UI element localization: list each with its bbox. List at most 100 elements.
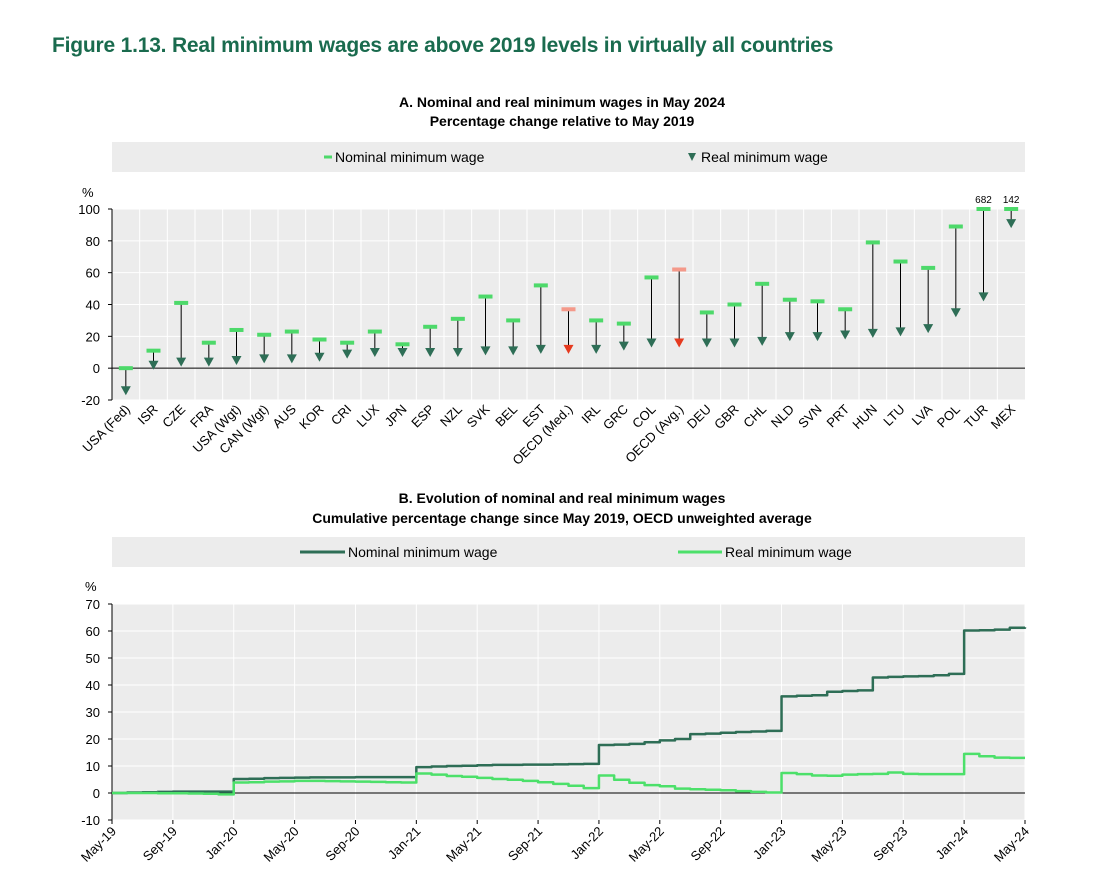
x-tick-label: Jan-24 (933, 824, 972, 863)
real-marker (757, 336, 768, 346)
real-marker (452, 348, 463, 358)
y-tick-label: 20 (86, 732, 100, 747)
real-marker (342, 349, 353, 359)
legend-b-nominal-label: Nominal minimum wage (348, 544, 498, 560)
y-tick-label: 60 (86, 266, 100, 281)
y-tick-label: 30 (86, 705, 100, 720)
real-marker (148, 360, 159, 370)
real-marker (480, 346, 491, 356)
x-tick-label: Sep-22 (688, 824, 728, 864)
real-marker (618, 341, 629, 351)
real-marker (674, 338, 685, 348)
real-marker (978, 292, 989, 302)
x-tick-label: USA (Fed) (79, 402, 133, 456)
y-tick-label: 80 (86, 234, 100, 249)
legend-real-label: Real minimum wage (701, 149, 828, 165)
panel-b-ylabel: % (85, 579, 97, 594)
panel-a: A. Nominal and real minimum wages in May… (78, 94, 1025, 468)
x-tick-label: GBR (711, 402, 742, 433)
x-tick-label: PRT (823, 401, 852, 430)
y-tick-label: 40 (86, 298, 100, 313)
legend-b-real-label: Real minimum wage (725, 544, 852, 560)
panel-a-title: A. Nominal and real minimum wages in May… (399, 94, 725, 110)
x-tick-label: May-19 (78, 824, 119, 865)
real-marker (701, 338, 712, 348)
x-tick-label: Sep-23 (870, 824, 910, 864)
panel-a-ylabel: % (82, 185, 94, 200)
x-tick-label: CRI (328, 402, 354, 428)
x-tick-label: Jan-23 (750, 824, 789, 863)
x-tick-label: CHL (740, 402, 769, 431)
x-tick-label: Jan-20 (202, 824, 241, 863)
real-marker (314, 352, 325, 362)
real-marker (176, 357, 187, 367)
y-tick-label: 60 (86, 624, 100, 639)
x-tick-label: HUN (849, 402, 880, 433)
real-marker (231, 355, 242, 365)
real-marker (867, 328, 878, 338)
real-marker (812, 332, 823, 342)
x-tick-label: NLD (768, 402, 797, 431)
x-tick-label: JPN (382, 402, 410, 430)
x-tick-label: TUR (961, 402, 990, 431)
y-tick-label: 40 (86, 678, 100, 693)
x-tick-label: May-24 (991, 824, 1032, 865)
real-marker (397, 348, 408, 358)
nominal-wage-line (112, 626, 1027, 795)
x-tick-label: AUS (269, 401, 299, 431)
panel-b: B. Evolution of nominal and real minimum… (78, 490, 1032, 865)
real-marker (563, 344, 574, 354)
x-tick-label: POL (934, 402, 963, 431)
real-marker (729, 338, 740, 348)
real-marker (591, 344, 602, 354)
x-tick-label: CZE (159, 401, 188, 430)
x-tick-label: LVA (909, 401, 936, 428)
y-tick-label: 50 (86, 651, 100, 666)
panel-a-legend (112, 142, 1025, 172)
real-marker (369, 348, 380, 358)
y-tick-label: -20 (81, 393, 100, 408)
x-tick-label: ISR (135, 402, 161, 428)
real-marker (784, 332, 795, 342)
real-marker (923, 324, 934, 334)
x-tick-label: SVN (795, 402, 825, 432)
x-tick-label: Jan-21 (385, 824, 424, 863)
x-tick-label: BEL (492, 402, 520, 430)
y-tick-label: 0 (93, 361, 100, 376)
x-tick-label: Jan-22 (567, 824, 606, 863)
x-tick-label: May-20 (260, 824, 301, 865)
real-marker (950, 308, 961, 318)
x-tick-label: GRC (600, 402, 631, 433)
value-label: 682 (975, 195, 992, 206)
real-marker (120, 386, 131, 396)
value-label: 142 (1003, 195, 1020, 206)
x-tick-label: MEX (988, 401, 1019, 432)
real-marker (259, 354, 270, 364)
x-tick-label: LUX (353, 401, 382, 430)
real-marker (840, 330, 851, 340)
x-tick-label: May-23 (808, 824, 849, 865)
x-tick-label: Sep-19 (140, 824, 180, 864)
real-marker (203, 357, 214, 367)
legend-nominal-label: Nominal minimum wage (335, 149, 485, 165)
y-tick-label: 20 (86, 329, 100, 344)
x-tick-label: Sep-20 (322, 824, 362, 864)
x-tick-label: KOR (296, 402, 327, 433)
panel-b-subtitle: Cumulative percentage change since May 2… (312, 510, 812, 526)
x-tick-label: DEU (684, 402, 714, 432)
figure-title: Figure 1.13. Real minimum wages are abov… (52, 34, 834, 57)
real-marker (535, 344, 546, 354)
panel-a-subtitle: Percentage change relative to May 2019 (430, 113, 695, 129)
real-marker (508, 346, 519, 356)
real-marker (425, 348, 436, 358)
panel-b-legend (112, 537, 1025, 567)
x-tick-label: LTU (880, 402, 907, 429)
y-tick-label: 0 (93, 786, 100, 801)
y-tick-label: 70 (86, 597, 100, 612)
x-tick-label: May-21 (443, 824, 484, 865)
real-marker (895, 327, 906, 337)
x-tick-label: Sep-21 (505, 824, 545, 864)
real-marker (646, 338, 657, 348)
panel-b-title: B. Evolution of nominal and real minimum… (399, 490, 726, 506)
